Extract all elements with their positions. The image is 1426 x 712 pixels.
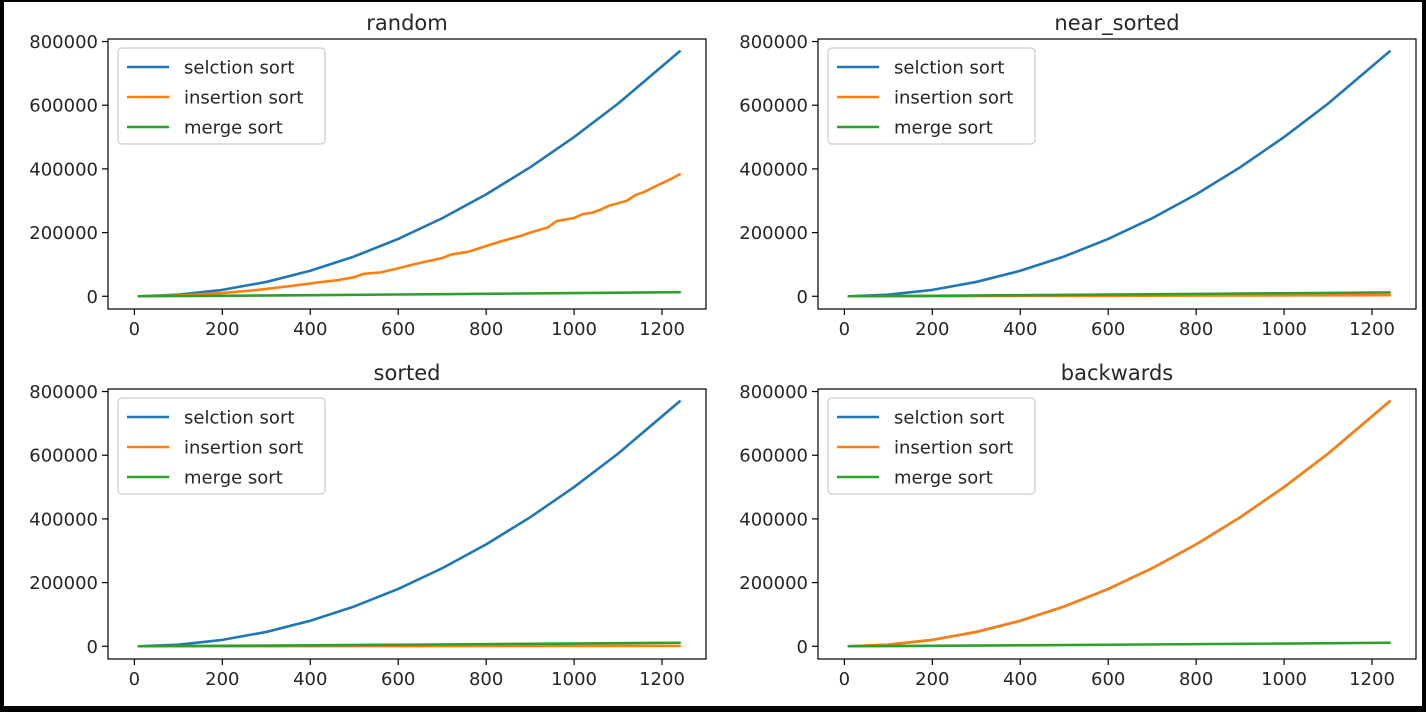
series-line-selction-sort	[137, 50, 681, 298]
x-tick-label: 1000	[551, 669, 597, 690]
x-tick-label: 0	[129, 669, 140, 690]
y-tick-label: 200000	[29, 223, 98, 244]
x-tick-label: 800	[1179, 319, 1213, 340]
legend-label: selction sort	[894, 408, 1004, 429]
y-tick-label: 800000	[29, 382, 98, 403]
subplot-sorted: sorted 0 200 400 600 800 1000 1200 0 200000 400000…	[29, 361, 707, 690]
legend: selction sort insertion sort merge sort	[827, 47, 1036, 145]
y-tick-label: 400000	[29, 509, 98, 530]
legend-label: merge sort	[894, 118, 993, 139]
x-tick-label: 1000	[1261, 319, 1307, 340]
y-tick-label: 600000	[29, 96, 98, 117]
x-tick-label: 800	[1179, 669, 1213, 690]
x-tick-label: 1200	[1349, 669, 1395, 690]
chart-title: near_sorted	[1054, 11, 1179, 36]
axes-frame	[817, 38, 1417, 310]
legend-box	[117, 47, 326, 145]
legend: selction sort insertion sort merge sort	[117, 397, 326, 495]
y-tick-label: 0	[87, 287, 98, 308]
x-tick-label: 600	[1091, 669, 1125, 690]
x-tick-label: 400	[1003, 669, 1037, 690]
chart-title: random	[366, 11, 447, 35]
y-tick-label: 800000	[739, 382, 808, 403]
x-tick-label: 400	[293, 319, 327, 340]
y-tick-label: 0	[797, 637, 808, 658]
series-line-selction-sort	[137, 400, 681, 648]
legend-label: insertion sort	[184, 88, 303, 109]
x-tick-label: 200	[915, 319, 949, 340]
x-tick-label: 400	[1003, 319, 1037, 340]
y-tick-label: 200000	[739, 223, 808, 244]
y-tick-label: 400000	[739, 159, 808, 180]
y-tick-label: 600000	[29, 446, 98, 467]
y-tick-label: 200000	[29, 573, 98, 594]
legend-label: selction sort	[184, 408, 294, 429]
x-tick-label: 1200	[639, 319, 685, 340]
series-line-insertion-sort	[137, 173, 681, 298]
legend-label: selction sort	[894, 58, 1004, 79]
legend-label: merge sort	[184, 118, 283, 139]
series-line-merge-sort	[847, 291, 1391, 298]
figure: random 0 200 400 600 800 1000 1200 0 200000 400000…	[4, 2, 1422, 706]
subplot-backwards: backwards 0 200 400 600 800 1000 1200 0 200000 400…	[739, 361, 1417, 690]
y-tick-label: 0	[797, 287, 808, 308]
legend-box	[827, 397, 1036, 495]
x-tick-label: 600	[381, 319, 415, 340]
legend-label: selction sort	[184, 58, 294, 79]
axes-frame	[107, 38, 707, 310]
series-line-merge-sort	[137, 641, 681, 648]
x-tick-label: 800	[469, 669, 503, 690]
axes-frame	[817, 388, 1417, 660]
y-tick-label: 800000	[739, 32, 808, 53]
subplot-random: random 0 200 400 600 800 1000 1200 0 200000 400000…	[29, 11, 707, 340]
series-line-merge-sort	[137, 290, 681, 298]
legend: selction sort insertion sort merge sort	[117, 47, 326, 145]
x-tick-label: 200	[205, 669, 239, 690]
y-tick-label: 200000	[739, 573, 808, 594]
y-tick-label: 400000	[739, 509, 808, 530]
chart-title: sorted	[374, 361, 441, 385]
chart-title: backwards	[1061, 361, 1174, 385]
y-tick-label: 0	[87, 637, 98, 658]
x-tick-label: 0	[839, 669, 850, 690]
series-line-selction-sort	[847, 50, 1391, 298]
legend: selction sort insertion sort merge sort	[827, 397, 1036, 495]
x-tick-label: 200	[205, 319, 239, 340]
legend-label: merge sort	[894, 468, 993, 489]
y-tick-label: 400000	[29, 159, 98, 180]
legend-box	[117, 397, 326, 495]
y-tick-label: 600000	[739, 96, 808, 117]
axes-frame	[107, 388, 707, 660]
y-tick-label: 600000	[739, 446, 808, 467]
x-tick-label: 0	[839, 319, 850, 340]
series-line-insertion-sort	[847, 400, 1391, 648]
legend-box	[827, 47, 1036, 145]
x-tick-label: 1000	[551, 319, 597, 340]
legend-label: insertion sort	[894, 438, 1013, 459]
legend-label: insertion sort	[894, 88, 1013, 109]
x-tick-label: 400	[293, 669, 327, 690]
x-tick-label: 1200	[639, 669, 685, 690]
y-tick-label: 800000	[29, 32, 98, 53]
x-tick-label: 1000	[1261, 669, 1307, 690]
subplot-near_sorted: near_sorted 0 200 400 600 800 1000 1200 0 200000 4…	[739, 11, 1417, 340]
x-tick-label: 600	[381, 669, 415, 690]
legend-label: merge sort	[184, 468, 283, 489]
series-line-merge-sort	[847, 641, 1391, 648]
x-tick-label: 600	[1091, 319, 1125, 340]
x-tick-label: 200	[915, 669, 949, 690]
legend-label: insertion sort	[184, 438, 303, 459]
x-tick-label: 800	[469, 319, 503, 340]
x-tick-label: 1200	[1349, 319, 1395, 340]
x-tick-label: 0	[129, 319, 140, 340]
